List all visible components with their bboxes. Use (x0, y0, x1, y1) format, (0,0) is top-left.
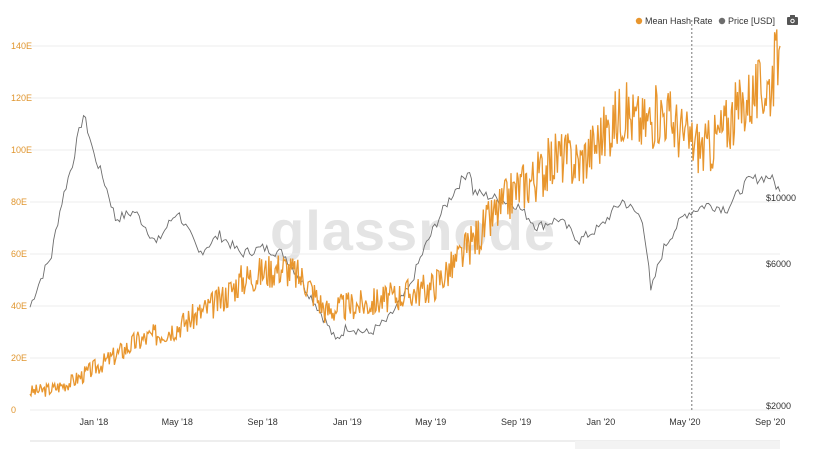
right-axis-ticks: $2000 $6000 $10000 (766, 193, 796, 411)
x-tick-label: Jan '19 (333, 417, 362, 427)
x-tick-label: Sep '18 (248, 417, 278, 427)
x-tick-label: May '18 (162, 417, 193, 427)
price-line (29, 114, 781, 340)
x-tick-label: Jan '20 (586, 417, 615, 427)
left-tick-label: 40E (11, 301, 27, 311)
x-tick-label: Sep '19 (501, 417, 531, 427)
watermark: glassnode (270, 199, 556, 262)
navigator-selection[interactable] (575, 441, 780, 449)
right-tick-label: $2000 (766, 401, 791, 411)
right-tick-label: $6000 (766, 259, 791, 269)
x-tick-label: Sep '20 (755, 417, 785, 427)
x-tick-label: May '20 (669, 417, 700, 427)
hash-rate-line (29, 29, 781, 398)
x-tick-label: Jan '18 (80, 417, 109, 427)
left-tick-label: 20E (11, 353, 27, 363)
price-legend-dot (718, 17, 726, 25)
left-tick-label: 0 (11, 405, 16, 415)
hash-rate-series (29, 29, 781, 398)
hash-legend-dot (635, 17, 643, 25)
x-tick-label: May '19 (415, 417, 446, 427)
hash-legend-label[interactable]: Mean Hash Rate (645, 16, 713, 26)
left-axis-ticks: 0 20E 40E 60E 80E 100E 120E 140E (11, 41, 32, 415)
x-axis-ticks: Jan '18 May '18 Sep '18 Jan '19 May '19 Sep '… (80, 417, 786, 427)
left-tick-label: 140E (11, 41, 32, 51)
price-legend-label[interactable]: Price [USD] (728, 16, 775, 26)
right-tick-label: $10000 (766, 193, 796, 203)
price-series (29, 114, 781, 340)
legend[interactable]: Mean Hash Rate Price [USD] (635, 16, 775, 26)
camera-icon[interactable] (787, 15, 798, 25)
left-tick-label: 60E (11, 249, 27, 259)
range-navigator[interactable] (30, 440, 780, 449)
left-tick-label: 120E (11, 93, 32, 103)
left-tick-label: 100E (11, 145, 32, 155)
left-tick-label: 80E (11, 197, 27, 207)
